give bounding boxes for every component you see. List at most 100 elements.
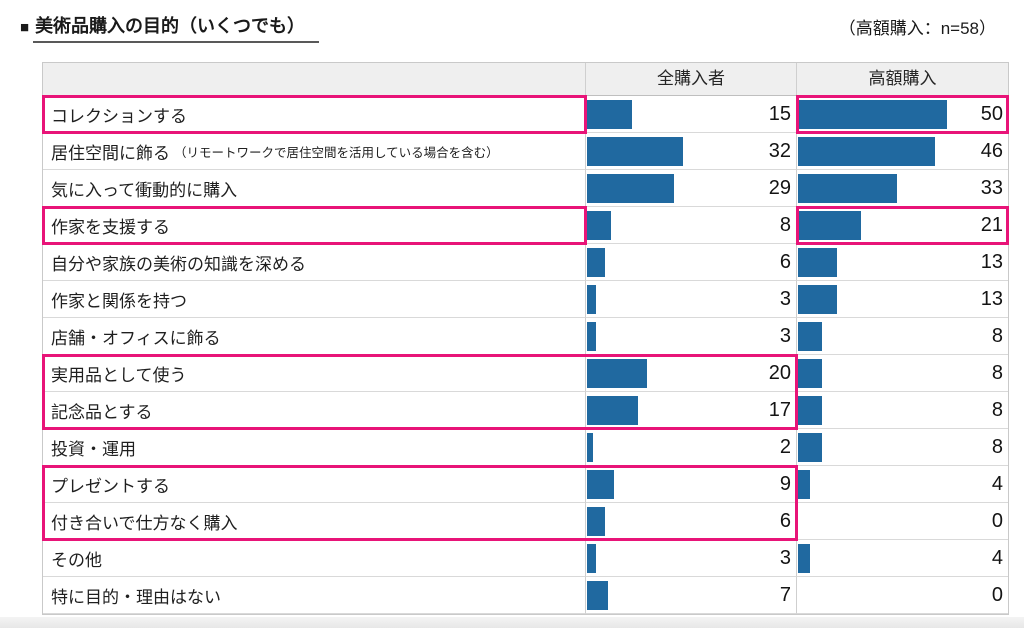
bar-high-value <box>798 248 837 277</box>
value-high-value: 21 <box>980 214 1003 236</box>
table-header-row: 全購入者 高額購入 <box>43 63 1008 96</box>
bar-cell-all-buyers: 3 <box>586 281 797 318</box>
bar-cell-all-buyers: 8 <box>586 207 797 244</box>
bar-cell-all-buyers: 3 <box>586 540 797 577</box>
bar-cell-high-value: 13 <box>797 281 1008 318</box>
bar-cell-high-value: 8 <box>797 429 1008 466</box>
bar-cell-all-buyers: 9 <box>586 466 797 503</box>
row-label-text: 付き合いで仕方なく購入 <box>51 513 238 533</box>
value-all-buyers: 6 <box>779 251 791 273</box>
row-label: 投資・運用 <box>43 429 586 466</box>
row-label-text: プレゼントする <box>51 476 170 496</box>
table-row: 実用品として使う 20 8 <box>43 355 1008 392</box>
bar-cell-all-buyers: 2 <box>586 429 797 466</box>
table-row: 投資・運用 2 8 <box>43 429 1008 466</box>
bar-high-value <box>798 544 810 573</box>
row-label: 付き合いで仕方なく購入 <box>43 503 586 540</box>
bar-cell-high-value: 8 <box>797 355 1008 392</box>
bar-high-value <box>798 322 822 351</box>
table-header-corner <box>43 63 586 96</box>
bar-high-value <box>798 137 935 166</box>
table-row: 作家と関係を持つ 3 13 <box>43 281 1008 318</box>
bar-all-buyers <box>587 211 611 240</box>
bar-all-buyers <box>587 285 596 314</box>
bar-all-buyers <box>587 507 605 536</box>
page-footer-strip <box>0 617 1024 628</box>
table-row: 作家を支援する 8 21 <box>43 207 1008 244</box>
bar-all-buyers <box>587 544 596 573</box>
bar-cell-high-value: 8 <box>797 392 1008 429</box>
bar-cell-all-buyers: 20 <box>586 355 797 392</box>
table-row: 付き合いで仕方なく購入 6 0 <box>43 503 1008 540</box>
value-all-buyers: 7 <box>779 584 791 606</box>
table-row: 居住空間に飾る （リモートワークで居住空間を活用している場合を含む） 32 46 <box>43 133 1008 170</box>
survey-results-table: 全購入者 高額購入 コレクションする 15 50 居住空間に飾る （リモートワークで居住… <box>42 62 1009 615</box>
table-row: 特に目的・理由はない 7 0 <box>43 577 1008 614</box>
bar-high-value <box>798 285 837 314</box>
value-all-buyers: 3 <box>779 288 791 310</box>
bar-high-value <box>798 433 822 462</box>
column-header-all-buyers: 全購入者 <box>586 63 797 96</box>
row-label-text: コレクションする <box>51 106 187 126</box>
row-label-text: 気に入って衝動的に購入 <box>51 180 238 200</box>
page-title: ■ 美術品購入の目的（いくつでも） <box>20 12 320 43</box>
bar-all-buyers <box>587 396 638 425</box>
table-row: 記念品とする 17 8 <box>43 392 1008 429</box>
row-label: 気に入って衝動的に購入 <box>43 170 586 207</box>
value-all-buyers: 20 <box>768 362 791 384</box>
row-label-text: 居住空間に飾る <box>51 143 170 163</box>
bar-cell-high-value: 0 <box>797 503 1008 540</box>
sample-size-note: （高額購入：n=58） <box>838 19 996 38</box>
bar-cell-high-value: 21 <box>797 207 1008 244</box>
bar-cell-high-value: 8 <box>797 318 1008 355</box>
value-high-value: 8 <box>991 362 1003 384</box>
row-label: 作家と関係を持つ <box>43 281 586 318</box>
bar-cell-high-value: 4 <box>797 540 1008 577</box>
row-label: 自分や家族の美術の知識を深める <box>43 244 586 281</box>
bar-all-buyers <box>587 359 647 388</box>
table-row: 店舗・オフィスに飾る 3 8 <box>43 318 1008 355</box>
value-all-buyers: 9 <box>779 473 791 495</box>
row-label: 店舗・オフィスに飾る <box>43 318 586 355</box>
value-all-buyers: 17 <box>768 399 791 421</box>
bar-high-value <box>798 100 947 129</box>
bar-high-value <box>798 174 897 203</box>
bar-cell-all-buyers: 7 <box>586 577 797 614</box>
value-high-value: 13 <box>980 288 1003 310</box>
value-high-value: 33 <box>980 177 1003 199</box>
row-label-text: 作家と関係を持つ <box>51 291 187 311</box>
value-all-buyers: 3 <box>779 547 791 569</box>
page-header: ■ 美術品購入の目的（いくつでも） （高額購入：n=58） <box>20 10 1006 44</box>
row-label-text: 特に目的・理由はない <box>51 587 221 607</box>
value-all-buyers: 8 <box>779 214 791 236</box>
bar-all-buyers <box>587 470 614 499</box>
value-high-value: 0 <box>991 584 1003 606</box>
value-high-value: 4 <box>991 547 1003 569</box>
bar-cell-high-value: 0 <box>797 577 1008 614</box>
row-label-text: 自分や家族の美術の知識を深める <box>51 254 306 274</box>
value-high-value: 8 <box>991 436 1003 458</box>
bar-all-buyers <box>587 581 608 610</box>
value-high-value: 13 <box>980 251 1003 273</box>
row-label: 居住空間に飾る （リモートワークで居住空間を活用している場合を含む） <box>43 133 586 170</box>
value-high-value: 8 <box>991 399 1003 421</box>
bar-cell-all-buyers: 15 <box>586 96 797 133</box>
bar-all-buyers <box>587 100 632 129</box>
bar-cell-all-buyers: 29 <box>586 170 797 207</box>
bar-cell-high-value: 13 <box>797 244 1008 281</box>
value-all-buyers: 6 <box>779 510 791 532</box>
bar-cell-all-buyers: 6 <box>586 244 797 281</box>
row-label-text: 作家を支援する <box>51 217 170 237</box>
bar-cell-high-value: 46 <box>797 133 1008 170</box>
value-all-buyers: 3 <box>779 325 791 347</box>
page-title-text: 美術品購入の目的（いくつでも） <box>33 12 320 43</box>
row-label: その他 <box>43 540 586 577</box>
bar-all-buyers <box>587 174 674 203</box>
row-label: 特に目的・理由はない <box>43 577 586 614</box>
value-all-buyers: 32 <box>768 140 791 162</box>
value-high-value: 46 <box>980 140 1003 162</box>
table-body: コレクションする 15 50 居住空間に飾る （リモートワークで居住空間を活用している場… <box>43 96 1008 614</box>
bar-cell-high-value: 4 <box>797 466 1008 503</box>
row-label-note: （リモートワークで居住空間を活用している場合を含む） <box>174 145 499 160</box>
bar-high-value <box>798 359 822 388</box>
